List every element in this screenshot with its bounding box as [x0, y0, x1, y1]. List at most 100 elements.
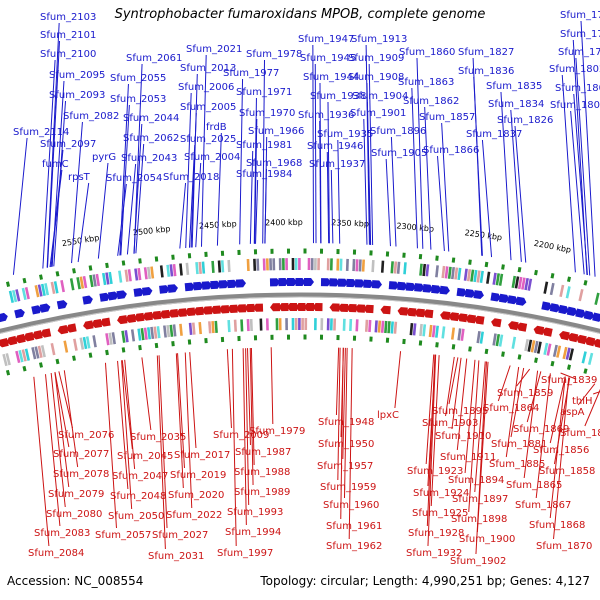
reverse-gene-label: Sfum_1923: [407, 354, 463, 477]
forward-gene-arrow: [592, 312, 600, 322]
reverse-gene-name: aspA: [560, 407, 585, 418]
forward-gene-name: Sfum_1913: [351, 34, 407, 45]
forward-gene-arrow: [201, 281, 212, 290]
forward-gene-label: Sfum_2062: [123, 133, 179, 254]
reverse-gene-label: Sfum_1962: [326, 348, 382, 552]
forward-gene-name: Sfum_1968: [246, 158, 302, 169]
reverse-gene-arrow: [66, 323, 77, 333]
forward-label-leader: [135, 143, 145, 254]
reverse-label-leader: [340, 347, 344, 520]
forward-gene-label: Sfum_1792: [560, 10, 600, 277]
feature-bar: [422, 324, 427, 337]
guide-tick: [435, 342, 439, 348]
feature-bar: [188, 322, 193, 335]
inner-guide-ticks: [5, 334, 588, 376]
guide-tick: [583, 368, 588, 374]
reverse-gene-name: Sfum_1993: [227, 507, 283, 518]
feature-bar: [5, 353, 11, 366]
feature-bar: [594, 292, 600, 305]
reverse-gene-arrow: [380, 305, 391, 315]
forward-gene-label: Sfum_1837: [466, 129, 522, 258]
forward-gene-name: Sfum_2061: [126, 53, 182, 64]
forward-gene-label: Sfum_1978: [246, 49, 302, 244]
feature-bar: [124, 330, 129, 343]
reverse-gene-arrow: [440, 311, 451, 321]
guide-tick: [220, 250, 225, 256]
forward-label-leader: [481, 139, 493, 258]
feature-bar: [476, 330, 481, 344]
forward-gene-arrow: [295, 277, 306, 287]
reverse-label-leader: [177, 353, 185, 469]
feature-bar: [163, 325, 167, 338]
reverse-gene-label: Sfum_1864: [483, 365, 539, 414]
reverse-gene-arrow: [491, 318, 502, 328]
reverse-gene-label: Sfum_2009: [213, 349, 269, 441]
forward-gene-arrow: [159, 285, 170, 294]
reverse-gene-label: Sfum_2031: [148, 355, 204, 562]
feature-bar: [169, 264, 174, 277]
guide-tick: [402, 338, 406, 345]
forward-gene-arrow: [218, 280, 229, 289]
guide-tick: [567, 276, 571, 282]
reverse-gene-label: Sfum_2020: [168, 353, 224, 501]
forward-gene-name: Sfum_1984: [236, 169, 292, 180]
guide-tick: [352, 335, 357, 341]
reverse-label-leader: [464, 359, 476, 474]
feature-bar: [166, 324, 171, 338]
reverse-gene-label: Sfum_2057: [95, 362, 151, 541]
reverse-gene-label: Sfum_1858: [539, 377, 595, 477]
forward-gene-arrow: [490, 292, 501, 302]
reverse-gene-name: Sfum_1988: [234, 467, 290, 478]
forward-gene-name: Sfum_1908: [348, 72, 404, 83]
feature-bar: [435, 265, 439, 278]
reverse-label-leader: [54, 372, 70, 448]
forward-gene-name: Sfum_1981: [236, 140, 292, 151]
feature-bar: [450, 266, 456, 280]
reverse-gene-name: Sfum_1897: [452, 494, 508, 505]
reverse-gene-arrow: [329, 303, 340, 312]
reverse-gene-arrow: [117, 315, 128, 325]
forward-gene-name: Sfum_2043: [121, 153, 177, 164]
guide-tick: [138, 344, 142, 351]
forward-gene-label: Sfum_1896: [370, 126, 426, 247]
forward-label-leader: [120, 104, 130, 256]
scale-tick-label: 2250 kbp: [464, 228, 503, 242]
forward-gene-arrow: [329, 278, 340, 287]
feature-bar: [150, 266, 155, 279]
guide-tick: [352, 249, 357, 255]
reverse-gene-label: Sfum_2083: [34, 374, 90, 539]
forward-gene-label: rpsT: [68, 172, 91, 263]
reverse-label-leader: [50, 372, 66, 508]
guide-tick: [105, 262, 109, 269]
reverse-gene-label: Sfum_2080: [46, 372, 102, 520]
feature-bar: [479, 331, 484, 344]
feature-bar: [69, 278, 75, 291]
forward-gene-label: Sfum_1936: [298, 110, 354, 244]
feature-bar: [291, 257, 295, 271]
forward-gene-arrow: [541, 301, 552, 311]
feature-bar: [454, 267, 459, 280]
reverse-label-leader: [337, 347, 341, 481]
forward-label-leader: [319, 120, 322, 244]
reverse-gene-label: Sfum_2047: [112, 359, 168, 482]
reverse-label-leader: [456, 358, 468, 451]
guide-tick: [550, 360, 555, 367]
reverse-label-leader: [231, 348, 237, 547]
feature-bar: [568, 348, 574, 361]
reverse-gene-label: Sfum_1987: [235, 348, 291, 458]
forward-gene-arrow: [278, 278, 289, 287]
reverse-label-leader: [510, 367, 525, 438]
forward-gene-label: Sfum_2006: [178, 82, 234, 249]
reverse-gene-name: Sfum_1994: [225, 527, 281, 538]
forward-gene-name: Sfum_1944: [303, 72, 359, 83]
guide-tick: [171, 341, 175, 347]
forward-gene-arrow: [116, 290, 127, 300]
feature-bar: [521, 277, 526, 290]
guide-tick: [566, 364, 572, 370]
feature-bar: [403, 262, 407, 275]
feature-bar: [326, 318, 330, 331]
reverse-gene-label: Sfum_2050: [108, 360, 164, 522]
feature-bar: [495, 273, 501, 286]
forward-gene-name: Sfum_2103: [40, 12, 96, 23]
reverse-gene-name: Sfum_1856: [533, 445, 589, 456]
